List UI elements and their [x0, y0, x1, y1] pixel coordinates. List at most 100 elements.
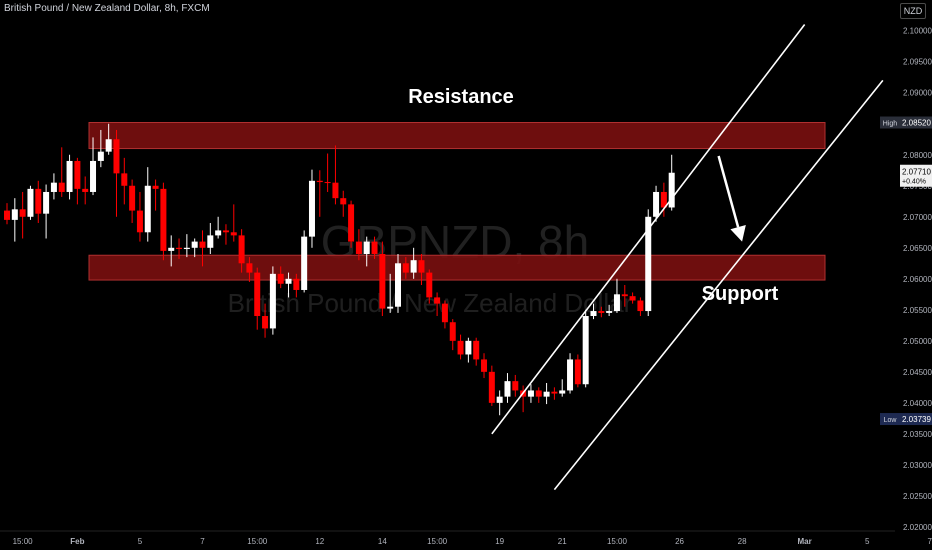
zones-layer — [88, 122, 826, 281]
candle-body — [535, 390, 542, 397]
candle-body — [105, 139, 112, 152]
candle-body — [645, 216, 652, 312]
candle-body — [215, 230, 222, 236]
time-axis[interactable]: 15:00 Feb 5 7 15:00 12 14 15:00 19 21 15:00 26 28 Mar… — [0, 530, 932, 546]
x-tick-label: 15:00 — [607, 537, 628, 546]
candle-body — [653, 191, 660, 217]
candle-body — [316, 180, 323, 183]
candle-body — [621, 294, 628, 297]
candle-body — [199, 241, 206, 248]
high-tag — [880, 116, 900, 129]
candle-body — [332, 182, 339, 199]
candle-body — [293, 278, 300, 290]
candle-body — [551, 391, 558, 394]
candles-layer — [4, 123, 675, 416]
x-tick-label: 7 — [200, 537, 205, 546]
channel-layer — [491, 24, 884, 491]
zone-support — [88, 254, 826, 281]
candle-body — [348, 204, 355, 242]
candle-body — [371, 241, 378, 254]
projection-layer — [717, 155, 746, 242]
x-tick-label: Mar — [798, 537, 812, 546]
low-value-badge — [900, 413, 932, 426]
y-tick-label: 2.03500 — [903, 430, 932, 439]
candle-body — [660, 191, 667, 208]
candle-body — [481, 359, 488, 372]
candle-body — [363, 241, 370, 254]
candle-body — [613, 294, 620, 312]
candle-body — [504, 381, 511, 397]
candle-body — [410, 260, 417, 273]
candle-body — [668, 172, 675, 208]
candle-body — [97, 151, 104, 161]
candle-body — [246, 263, 253, 273]
y-tick-label: 2.09000 — [903, 89, 932, 98]
high-tag-label: High — [883, 121, 898, 128]
candle-body — [559, 390, 566, 394]
x-tick-label: 21 — [558, 537, 567, 546]
candle-body — [129, 185, 136, 211]
y-tick-label: 2.06000 — [903, 275, 932, 284]
candle-body — [230, 232, 237, 236]
x-tick-label: 7 — [928, 537, 932, 546]
candle-body — [238, 235, 245, 264]
low-value: 2.03739 — [902, 415, 931, 424]
candle-body — [82, 188, 89, 192]
candle-body — [43, 191, 50, 214]
candle-body — [418, 260, 425, 273]
candle-body — [121, 173, 128, 186]
candle-body — [324, 182, 331, 184]
candle-body — [496, 396, 503, 403]
candle-body — [168, 247, 175, 251]
candle-body — [402, 263, 409, 273]
x-tick-label: 26 — [675, 537, 684, 546]
symbol-watermark: GBPNZD, 8h British Pound / New Zealand D… — [228, 216, 633, 318]
x-tick-label: 5 — [138, 537, 143, 546]
x-tick-label: 19 — [495, 537, 504, 546]
candle-body — [113, 139, 120, 174]
candle-body — [426, 272, 433, 298]
y-tick-label: 2.08000 — [903, 151, 932, 160]
candle-body — [543, 391, 550, 397]
high-value: 2.08520 — [902, 119, 931, 128]
x-tick-label: 15:00 — [247, 537, 268, 546]
projection-arrow-head — [730, 225, 746, 242]
candle-body — [183, 247, 190, 250]
candle-body — [567, 359, 574, 391]
candle-body — [58, 182, 65, 192]
currency-label[interactable]: NZD — [900, 3, 926, 19]
last-price-change: +0.40% — [902, 179, 926, 186]
candle-body — [637, 300, 644, 312]
candle-body — [285, 278, 292, 284]
candle-body — [473, 340, 480, 360]
candle-body — [527, 390, 534, 397]
low-tag — [880, 413, 900, 426]
x-tick-label: 15:00 — [13, 537, 34, 546]
y-tick-label: 2.04500 — [903, 368, 932, 377]
candle-body — [355, 241, 362, 254]
candle-body — [598, 311, 605, 313]
candle-body — [144, 185, 151, 233]
y-tick-label: 2.10000 — [903, 27, 932, 36]
x-tick-label: 15:00 — [427, 537, 448, 546]
y-tick-label: 2.05000 — [903, 337, 932, 346]
channel-line — [553, 79, 884, 491]
candle-body — [301, 236, 308, 290]
candle-body — [35, 188, 42, 214]
y-tick-label: 2.06500 — [903, 244, 932, 253]
candle-body — [19, 209, 26, 217]
candle-body — [50, 182, 57, 192]
candle-body — [488, 371, 495, 403]
candle-body — [582, 316, 589, 385]
candle-body — [277, 273, 284, 284]
candle-body — [207, 235, 214, 248]
candle-body — [254, 272, 261, 317]
x-tick-label: 5 — [865, 537, 870, 546]
candle-body — [395, 263, 401, 307]
candle-body — [379, 253, 386, 309]
y-tick-label: 2.02000 — [903, 523, 932, 532]
candle-body — [74, 160, 81, 189]
candle-body — [512, 381, 519, 391]
candle-body — [262, 316, 269, 329]
